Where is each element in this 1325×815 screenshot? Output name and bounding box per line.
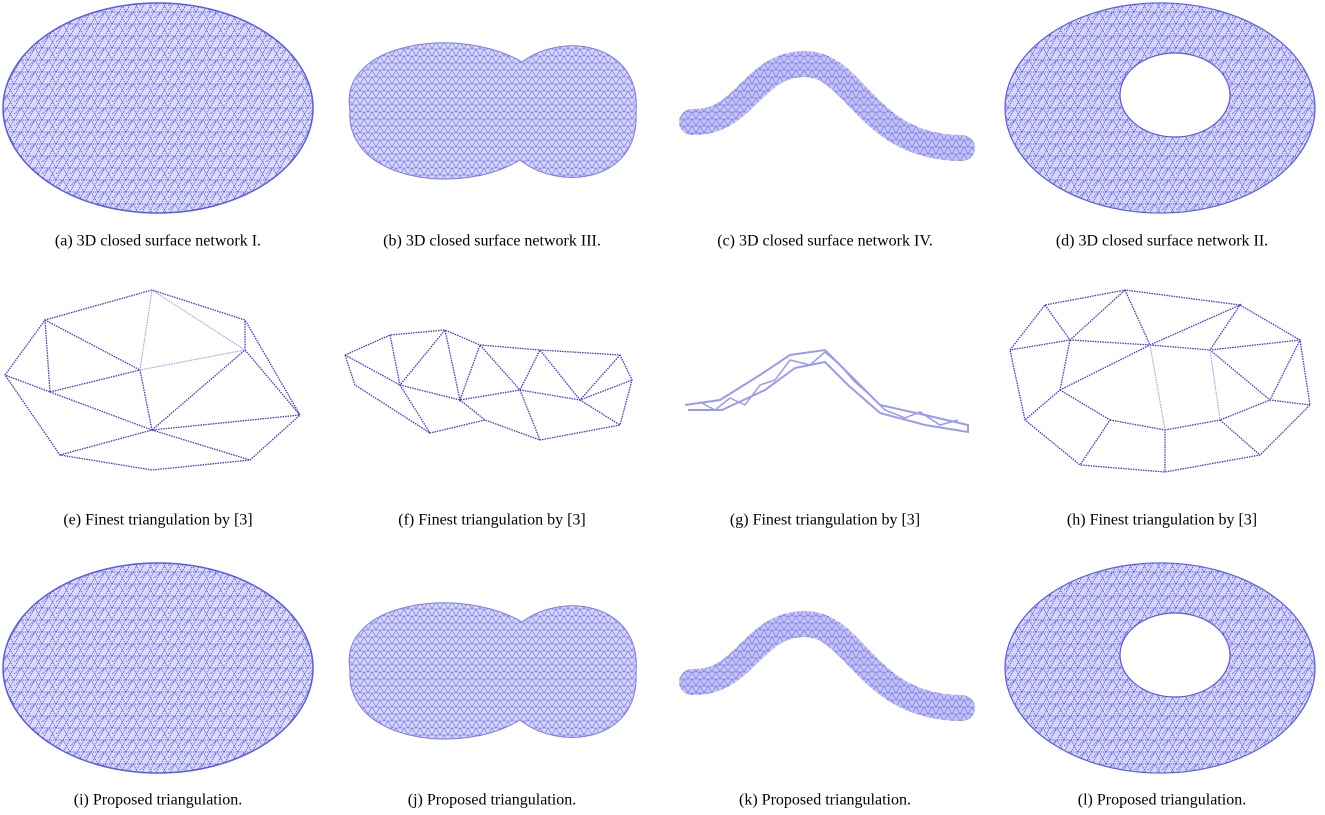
row-coarse xyxy=(5,290,1310,472)
caption: (e) Finest triangulation by [3] xyxy=(63,512,252,529)
caption: (g) Finest triangulation by [3] xyxy=(730,512,920,529)
row-surfaces xyxy=(3,3,1315,213)
caption: (a) 3D closed surface network I. xyxy=(55,233,261,250)
figure: (a) 3D closed surface network I. (b) 3D … xyxy=(0,0,1325,815)
caption: (k) Proposed triangulation. xyxy=(739,792,911,809)
caption: (d) 3D closed surface network II. xyxy=(1056,233,1268,250)
caption: (h) Finest triangulation by [3] xyxy=(1067,512,1257,529)
caption: (c) 3D closed surface network IV. xyxy=(717,233,933,250)
caption: (j) Proposed triangulation. xyxy=(408,792,576,809)
caption: (l) Proposed triangulation. xyxy=(1078,792,1246,809)
caption: (f) Finest triangulation by [3] xyxy=(398,512,586,529)
caption: (b) 3D closed surface network III. xyxy=(383,233,601,250)
caption: (i) Proposed triangulation. xyxy=(74,792,242,809)
row-proposed xyxy=(3,563,1315,773)
